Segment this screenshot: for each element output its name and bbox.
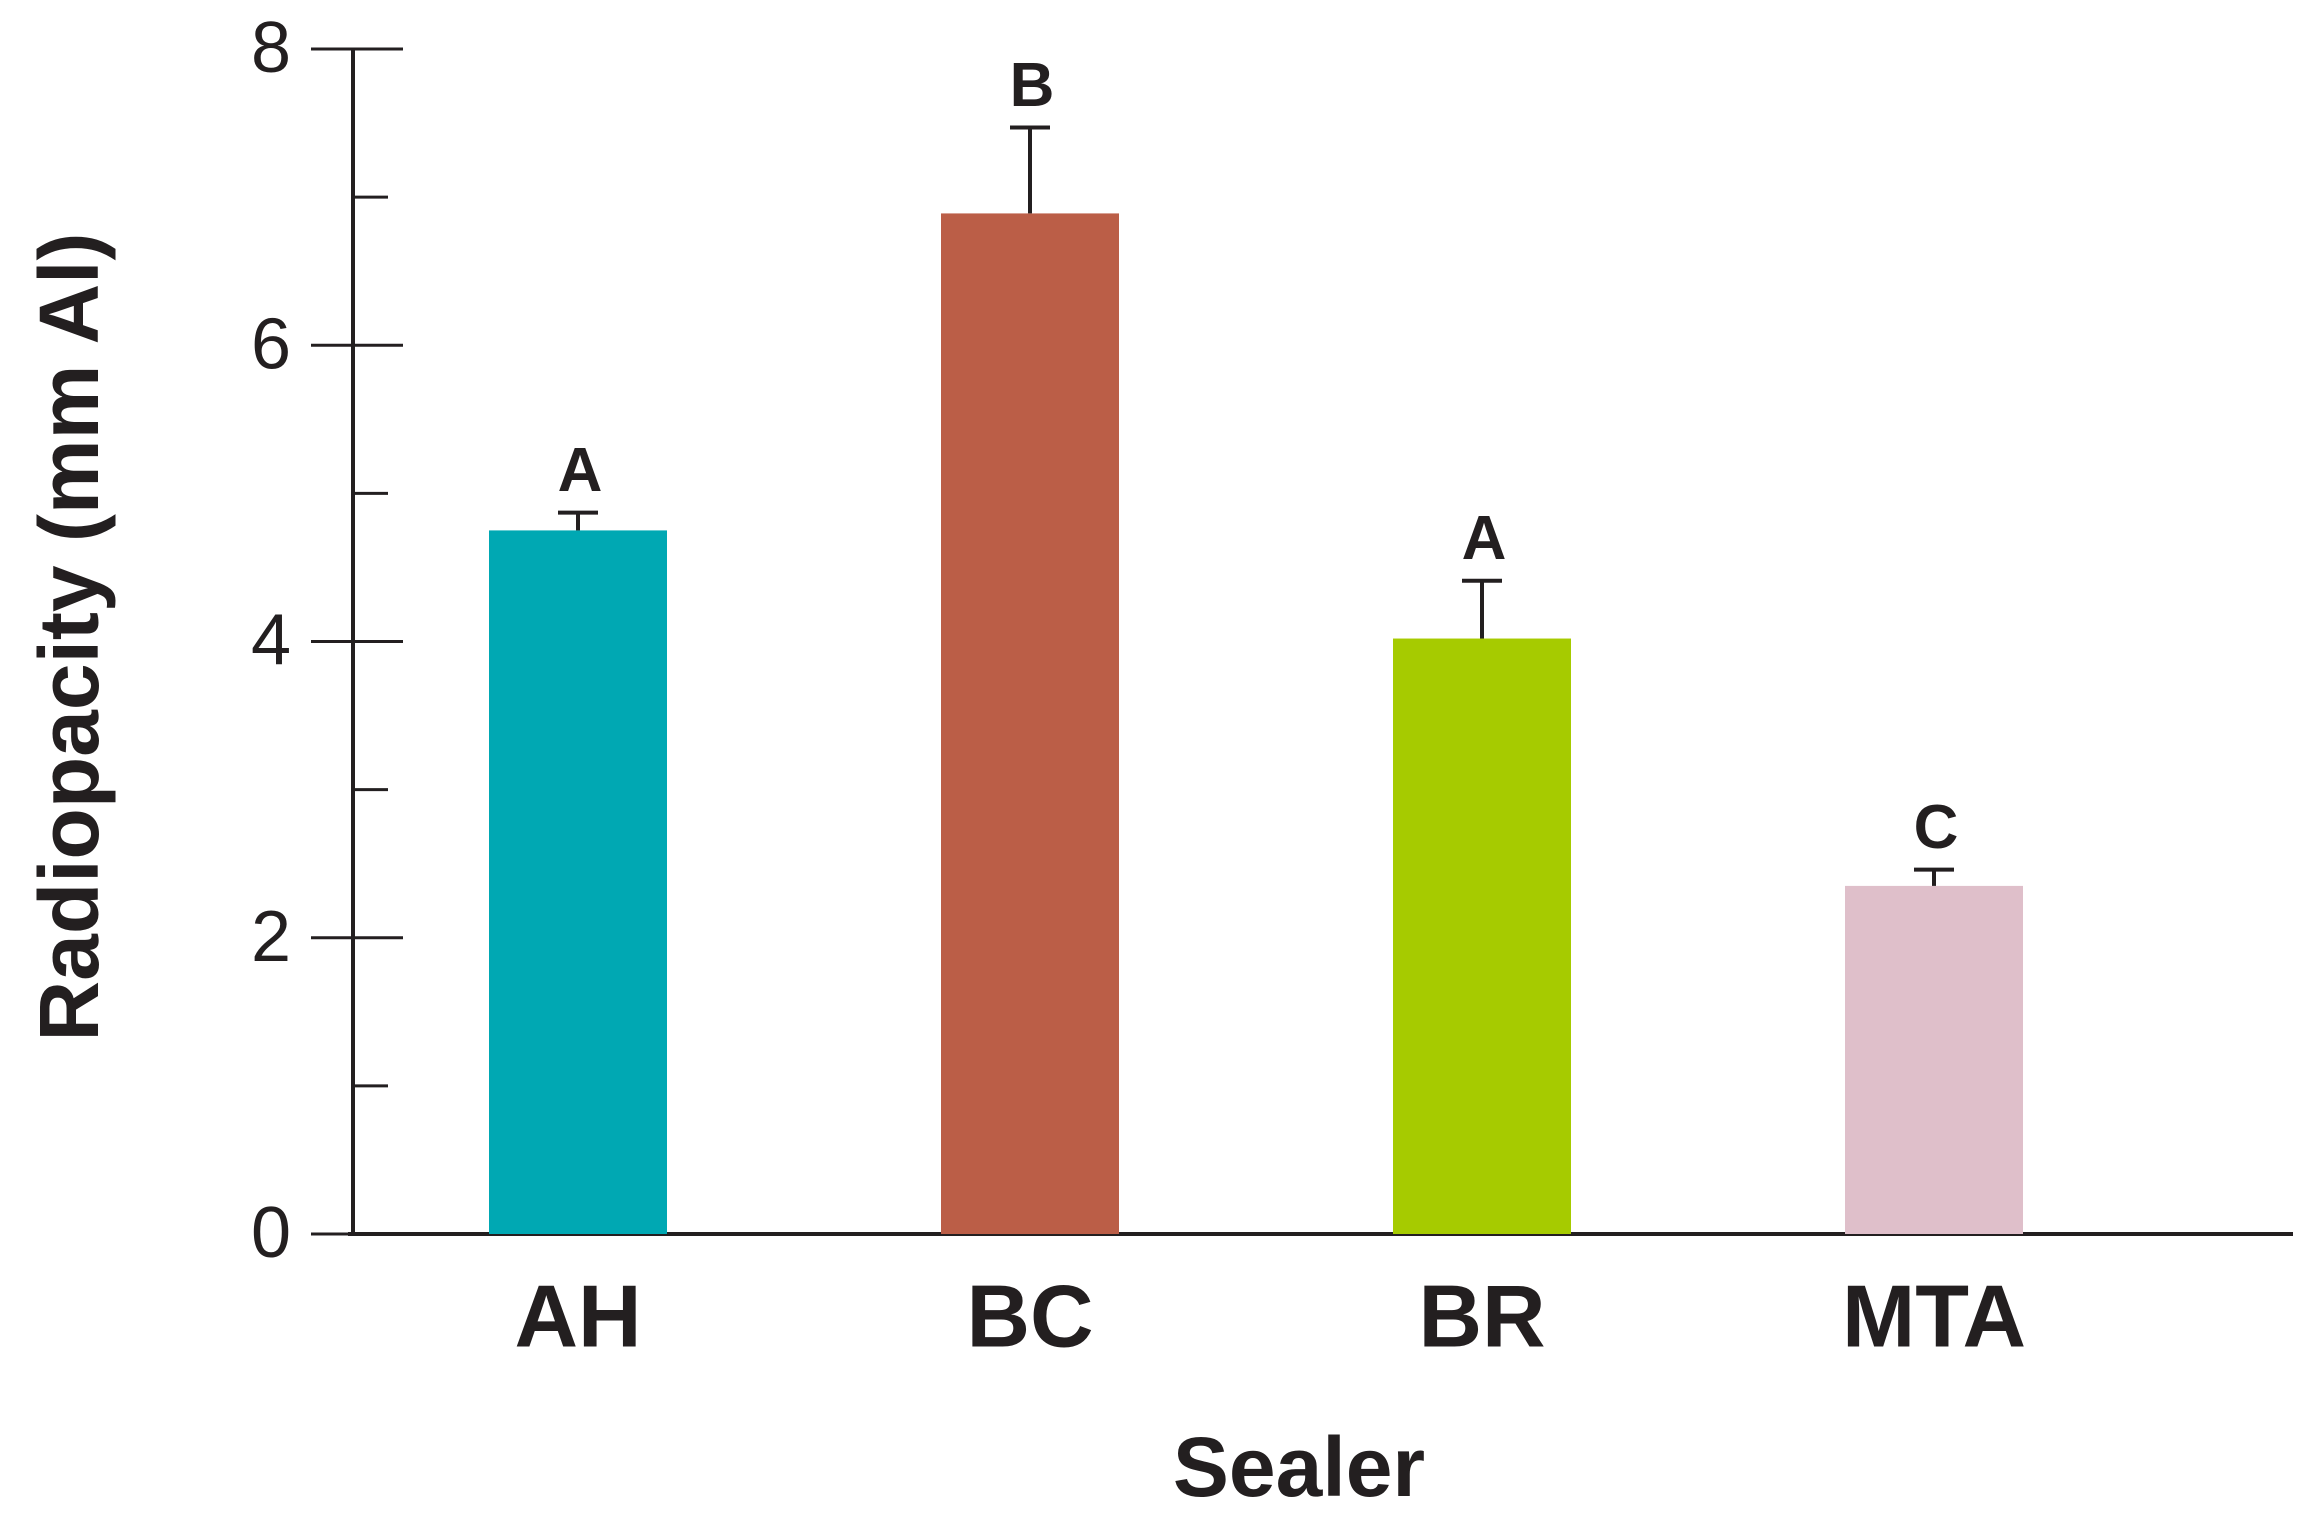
y-tick-label: 2 (251, 897, 291, 977)
y-tick-label: 6 (251, 304, 291, 384)
x-tick-label: BR (1418, 1266, 1545, 1365)
bar (1845, 885, 2023, 1234)
bar (489, 530, 667, 1234)
significance-label: A (1462, 504, 1507, 573)
y-axis-title: Radiopacity (mm Al) (22, 233, 116, 1042)
error-bar (1010, 125, 1050, 214)
error-bar (1914, 867, 1954, 886)
bar (941, 213, 1119, 1234)
y-tick-label: 8 (251, 8, 291, 88)
significance-label: B (1010, 51, 1055, 120)
y-tick-label: 0 (251, 1193, 291, 1273)
significance-label: C (1914, 793, 1959, 862)
y-tick-label: 4 (251, 601, 291, 681)
x-tick-label: AH (514, 1266, 641, 1365)
x-tick-label: MTA (1842, 1266, 2026, 1365)
error-bar (558, 510, 598, 531)
significance-label: A (558, 436, 603, 505)
bar (1393, 638, 1571, 1234)
x-axis-title: Sealer (1173, 1420, 1425, 1514)
error-bar (1462, 578, 1502, 639)
x-tick-label: BC (966, 1266, 1093, 1365)
